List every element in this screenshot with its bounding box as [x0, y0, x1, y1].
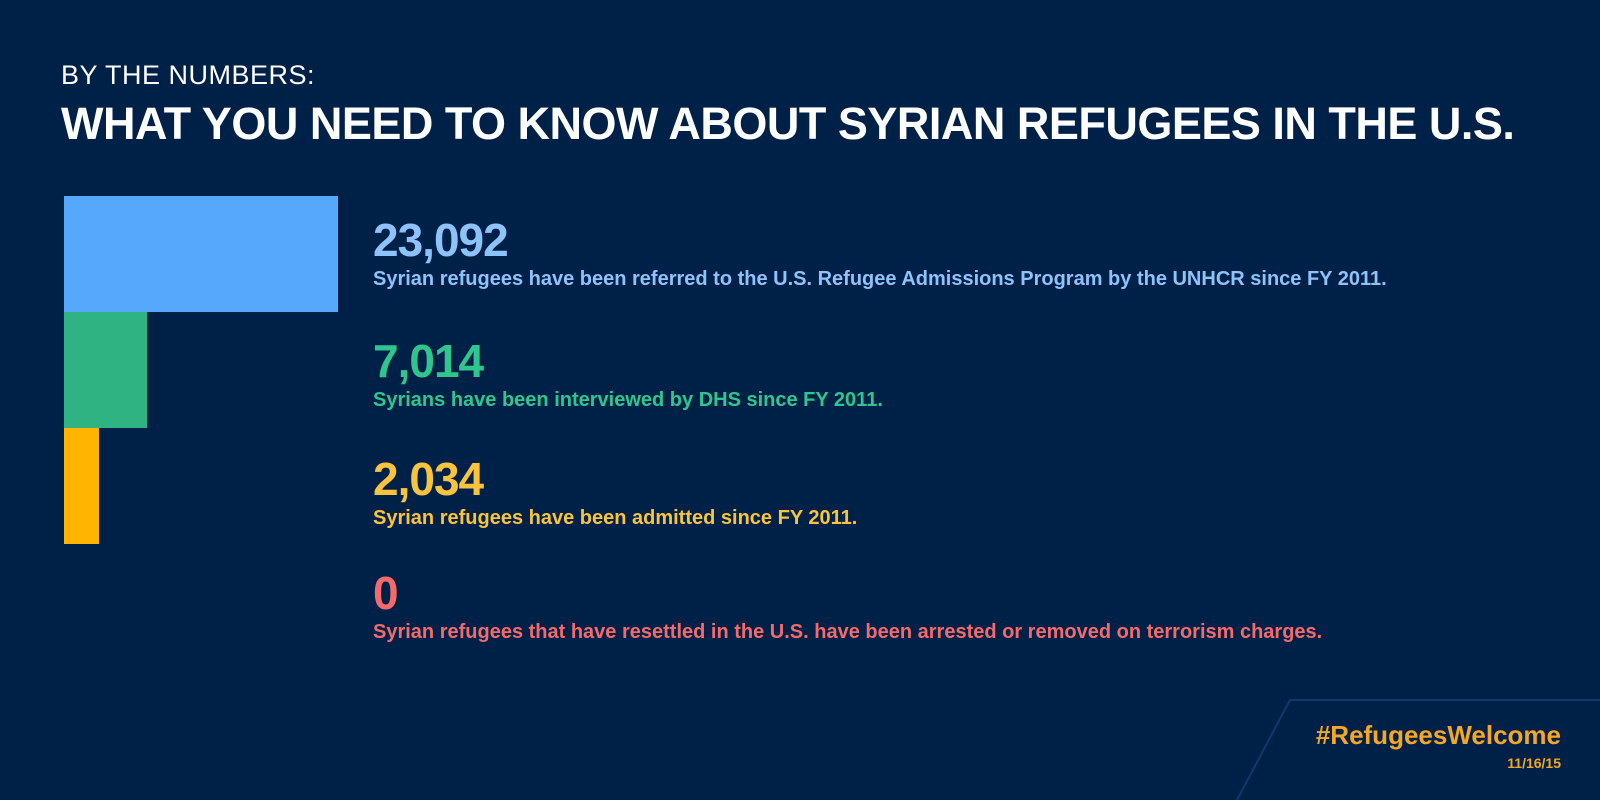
stat-number: 7,014: [373, 335, 484, 387]
stat-description: Syrian refugees have been referred to th…: [373, 268, 1387, 290]
bar-1: [64, 312, 147, 428]
stat-number: 23,092: [373, 214, 509, 266]
stat-item-0: 23,092 Syrian refugees have been referred…: [373, 217, 1387, 291]
bar-2: [64, 428, 99, 544]
date-label: 11/16/15: [1507, 755, 1561, 771]
stat-number: 0: [373, 567, 399, 619]
stat-description: Syrian refugees that have resettled in t…: [373, 621, 1323, 643]
bar-0: [64, 196, 338, 312]
stat-description: Syrian refugees have been admitted since…: [373, 507, 858, 529]
stat-item-2: 2,034 Syrian refugees have been admitted …: [373, 456, 857, 530]
stat-item-3: 0 Syrian refugees that have resettled in …: [373, 570, 1322, 644]
hashtag: #RefugeesWelcome: [1315, 720, 1561, 750]
stat-description: Syrians have been interviewed by DHS sin…: [373, 389, 883, 411]
page-title: WHAT YOU NEED TO KNOW ABOUT SYRIAN REFUG…: [61, 98, 1515, 149]
stat-item-1: 7,014 Syrians have been interviewed by DH…: [373, 338, 883, 412]
eyebrow-label: BY THE NUMBERS:: [61, 60, 316, 90]
stat-number: 2,034: [373, 453, 484, 505]
